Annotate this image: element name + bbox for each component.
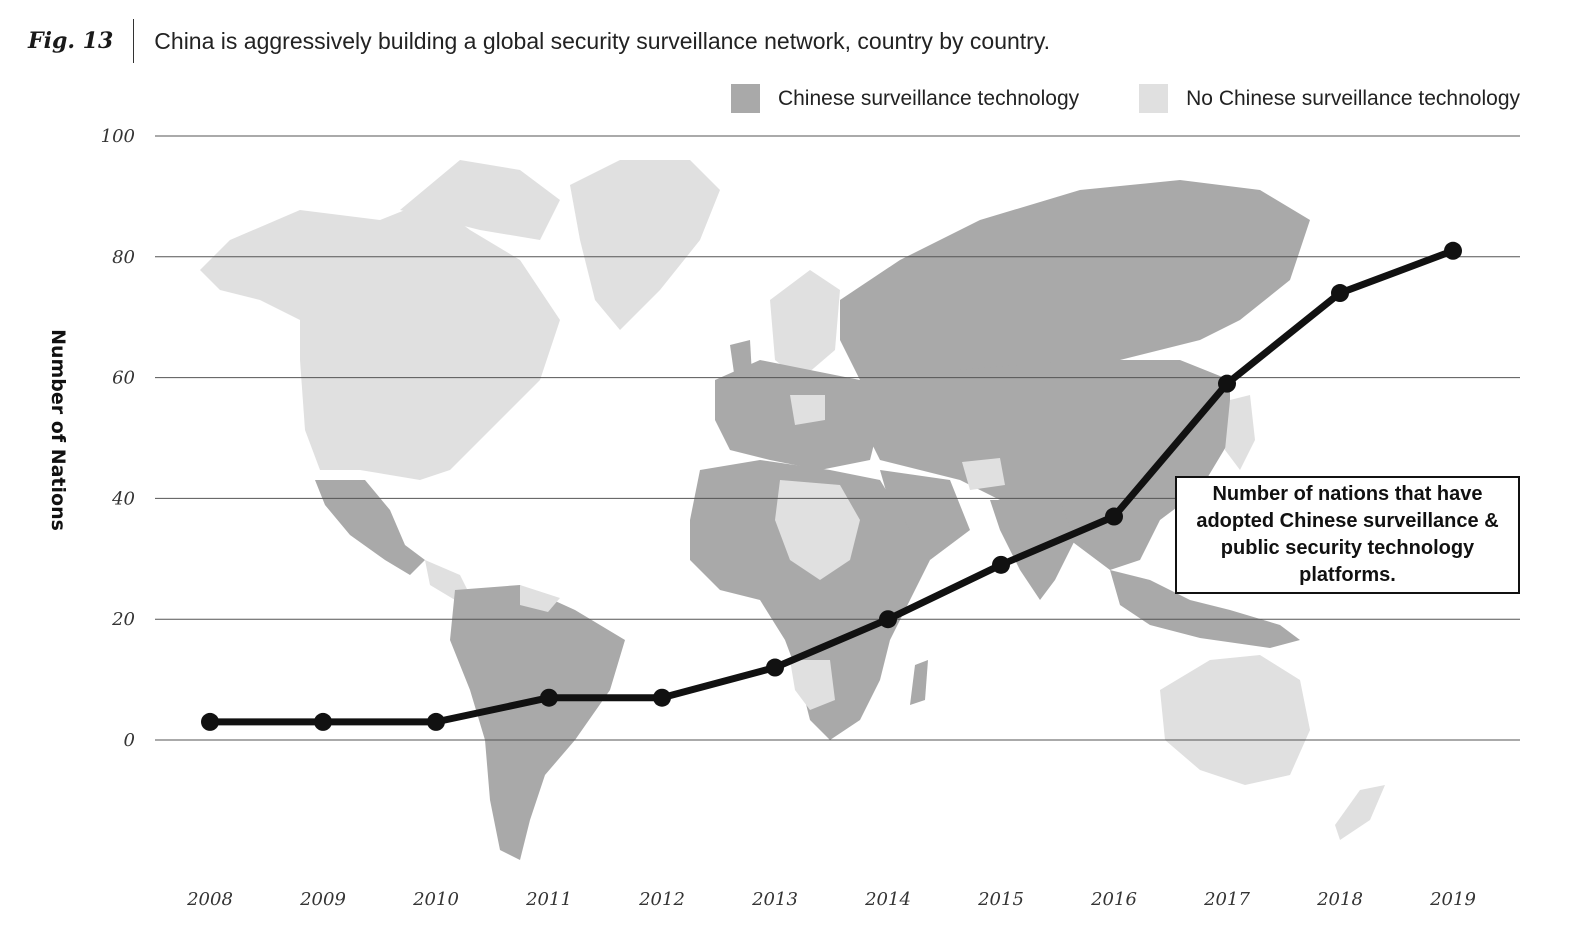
map-new-zealand (1335, 785, 1385, 840)
map-north-america (200, 200, 560, 480)
x-tick-label: 2018 (1316, 889, 1363, 910)
data-point (427, 712, 445, 731)
series-points (201, 241, 1462, 731)
map-uk (730, 340, 752, 380)
legend-label-chinese: Chinese surveillance technology (777, 86, 1080, 110)
legend-item-chinese: Chinese surveillance technology (730, 84, 1080, 113)
legend-label-no-chinese: No Chinese surveillance technology (1186, 86, 1520, 110)
map-south-america (450, 585, 625, 860)
data-point (766, 658, 784, 677)
series-line (206, 247, 1457, 726)
y-tick-label: 60 (112, 368, 135, 389)
map-australia (1160, 655, 1310, 785)
chart-gridlines (155, 135, 1520, 741)
map-scandinavia (770, 270, 840, 380)
map-greenland (570, 160, 720, 330)
chart-annotation: Number of nations that have adopted Chin… (1175, 476, 1520, 594)
map-venezuela-guiana (520, 585, 560, 612)
figure-title: China is aggressively building a global … (154, 27, 1051, 54)
map-canada-islands (400, 160, 560, 240)
y-tick-label: 20 (111, 609, 135, 630)
legend-swatch-no-chinese (1139, 84, 1169, 113)
y-tick-label: 40 (111, 488, 135, 509)
x-axis-ticks: 2008 2009 2010 2011 2012 2013 2014 2015 2016 2017… (186, 889, 1476, 910)
legend-swatch-chinese (730, 84, 760, 113)
y-tick-label: 0 (124, 730, 135, 751)
world-map-background (200, 160, 1385, 860)
chart-legend: Chinese surveillance technology No Chine… (671, 84, 1520, 113)
map-southeast-asia (1110, 570, 1300, 648)
map-europe-light (790, 395, 825, 425)
x-tick-label: 2009 (299, 889, 346, 910)
x-tick-label: 2019 (1429, 889, 1476, 910)
x-tick-label: 2012 (638, 889, 685, 910)
figure-header: Fig. 13 China is aggressively building a… (28, 18, 1050, 64)
x-tick-label: 2013 (751, 889, 798, 910)
data-point (992, 555, 1010, 574)
data-point (540, 688, 558, 707)
data-point (201, 712, 219, 731)
x-tick-label: 2017 (1203, 889, 1250, 910)
x-tick-label: 2016 (1090, 889, 1137, 910)
data-point (314, 712, 332, 731)
figure-separator (133, 19, 135, 63)
legend-item-no-chinese: No Chinese surveillance technology (1139, 84, 1520, 113)
x-tick-label: 2014 (864, 889, 911, 910)
y-axis-ticks: 0 20 40 60 80 100 (101, 126, 135, 751)
map-afghanistan (962, 458, 1005, 490)
y-tick-label: 80 (112, 247, 135, 268)
map-africa-light-south (790, 660, 835, 710)
x-tick-label: 2015 (977, 889, 1024, 910)
map-madagascar (910, 660, 928, 705)
map-africa (690, 460, 930, 740)
figure-label: Fig. 13 (28, 28, 114, 54)
data-point (1331, 284, 1349, 303)
data-point (1218, 374, 1236, 393)
data-point (1444, 241, 1462, 260)
x-tick-label: 2008 (186, 889, 233, 910)
map-japan (1225, 395, 1255, 470)
data-point (653, 688, 671, 707)
x-tick-label: 2010 (412, 889, 459, 910)
map-asia (860, 360, 1230, 570)
map-russia (840, 180, 1310, 380)
y-tick-label: 100 (101, 126, 135, 147)
y-axis-label: Number of Nations (47, 329, 69, 531)
map-africa-light-north (775, 480, 860, 580)
data-point (879, 610, 897, 629)
x-tick-label: 2011 (525, 889, 572, 910)
data-point (1105, 507, 1123, 526)
map-mexico (315, 480, 425, 575)
